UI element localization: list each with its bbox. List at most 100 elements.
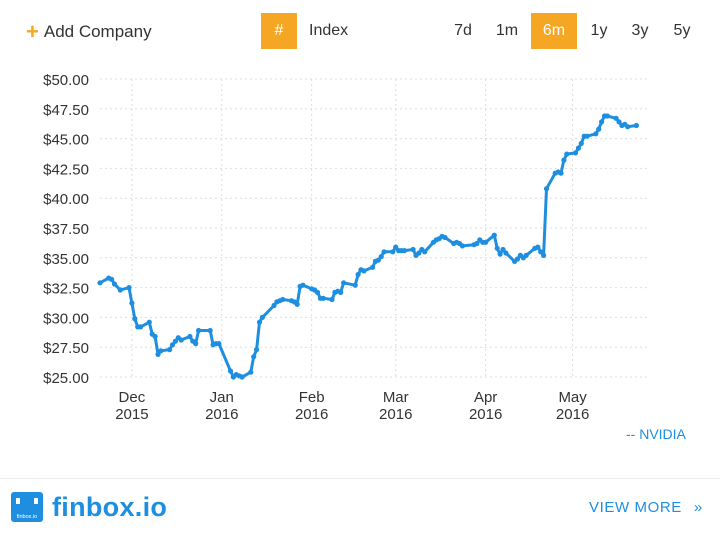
x-tick-month: May <box>558 389 587 406</box>
data-point <box>416 250 422 256</box>
data-point <box>483 239 489 245</box>
data-point <box>422 249 428 255</box>
y-tick-label: $32.50 <box>43 281 89 298</box>
range-3y-button[interactable]: 3y <box>631 22 649 39</box>
data-point <box>616 119 622 125</box>
data-point <box>558 170 564 176</box>
data-point <box>239 374 245 380</box>
data-point <box>320 295 326 301</box>
data-point <box>604 113 611 119</box>
data-point <box>561 157 567 163</box>
data-point <box>390 249 396 255</box>
x-tick-month: Apr <box>474 389 497 406</box>
data-point <box>352 282 358 288</box>
data-point <box>497 251 503 257</box>
data-point <box>155 351 161 357</box>
data-point <box>111 281 118 287</box>
data-point <box>393 244 399 250</box>
data-point <box>109 276 115 282</box>
y-tick-label: $27.50 <box>43 340 89 357</box>
range-1y-button[interactable]: 1y <box>590 22 608 39</box>
data-point <box>375 257 381 263</box>
data-point <box>167 347 173 353</box>
brand-name[interactable]: finbox.io <box>52 492 168 522</box>
y-tick-label: $35.00 <box>43 251 89 268</box>
x-tick-month: Jan <box>210 389 234 406</box>
chevron-right-icon: » <box>693 499 703 516</box>
x-tick-month: Mar <box>383 389 409 406</box>
y-tick-label: $45.00 <box>43 132 89 149</box>
hash-button[interactable]: # <box>261 13 297 49</box>
data-point <box>300 282 306 288</box>
add-company-button[interactable]: + Add Company <box>26 20 152 44</box>
data-point <box>251 354 257 360</box>
data-point <box>314 289 321 295</box>
x-tick-year: 2016 <box>205 406 238 423</box>
range-5y-button[interactable]: 5y <box>673 22 691 39</box>
data-point <box>294 301 300 307</box>
x-axis: Dec2015Jan2016Feb2016Mar2016Apr2016May20… <box>115 389 589 423</box>
data-point <box>280 296 286 303</box>
data-point <box>538 249 544 255</box>
x-tick-year: 2015 <box>115 406 148 423</box>
data-point <box>158 348 164 354</box>
y-axis: $50.00 $47.50 $45.00 $42.50 $40.00 $37.50 $35.… <box>43 72 89 387</box>
data-point <box>378 254 384 260</box>
y-tick-label: $47.50 <box>43 102 89 119</box>
data-point <box>355 271 361 278</box>
data-point <box>216 341 222 347</box>
data-point <box>474 240 480 247</box>
data-point <box>442 234 448 241</box>
data-point <box>599 119 605 125</box>
view-more-label: VIEW MORE <box>589 499 682 516</box>
data-point <box>193 341 199 347</box>
data-point <box>169 342 176 348</box>
price-chart: $50.00 $47.50 $45.00 $42.50 $40.00 $37.50 $35.… <box>43 72 648 423</box>
view-more-button[interactable]: VIEW MORE » <box>589 499 703 516</box>
index-button[interactable]: Index <box>309 22 349 39</box>
data-point <box>129 300 135 306</box>
data-point <box>633 122 640 129</box>
x-tick-month: Feb <box>299 389 325 406</box>
chart-grid <box>100 78 648 378</box>
data-point <box>410 246 416 253</box>
data-point <box>596 126 602 132</box>
x-tick-year: 2016 <box>379 406 412 423</box>
range-6m-button[interactable]: 6m <box>531 13 577 49</box>
y-tick-label: $37.50 <box>43 221 89 238</box>
data-point <box>227 368 234 374</box>
data-point <box>146 319 152 325</box>
data-point <box>491 232 497 238</box>
data-point <box>187 333 193 340</box>
data-point <box>256 319 263 325</box>
plus-icon: + <box>26 19 39 44</box>
x-tick-year: 2016 <box>295 406 328 423</box>
data-point <box>514 256 521 262</box>
data-point <box>207 327 213 334</box>
data-point <box>329 296 335 303</box>
data-point <box>152 333 158 340</box>
x-tick-month: Dec <box>119 389 146 406</box>
data-point <box>271 302 277 309</box>
data-point <box>97 280 103 286</box>
range-7d-button[interactable]: 7d <box>454 22 472 39</box>
range-1m-button[interactable]: 1m <box>495 22 519 39</box>
data-point <box>341 280 347 286</box>
data-point <box>459 243 465 249</box>
legend-nvidia[interactable]: -- NVIDIA <box>626 426 686 442</box>
footer-divider <box>0 478 720 479</box>
data-point <box>338 289 344 295</box>
data-point <box>494 245 500 251</box>
x-tick-year: 2016 <box>556 406 589 423</box>
data-point <box>541 252 547 258</box>
data-point <box>138 324 144 330</box>
y-tick-label: $40.00 <box>43 191 89 208</box>
y-tick-label: $30.00 <box>43 310 89 327</box>
x-tick-year: 2016 <box>469 406 502 423</box>
data-point <box>572 150 579 156</box>
data-point <box>361 268 367 274</box>
data-point <box>172 338 178 344</box>
data-point <box>259 314 265 320</box>
data-point <box>401 248 407 254</box>
data-point <box>117 287 123 293</box>
